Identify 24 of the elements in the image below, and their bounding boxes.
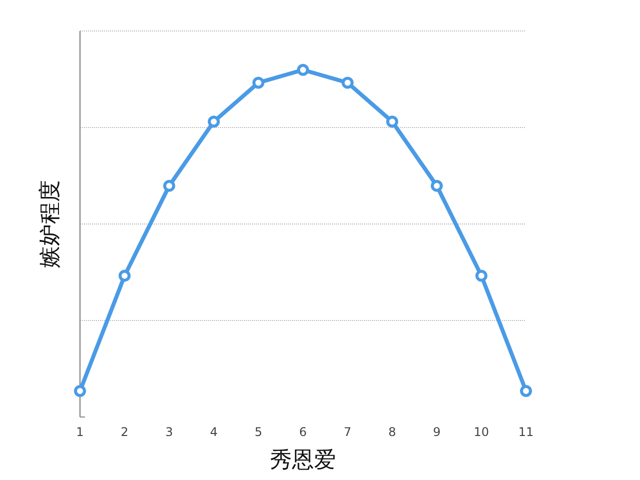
y-axis-title: 嫉妒程度 bbox=[38, 180, 63, 268]
x-tick-label: 4 bbox=[210, 425, 218, 439]
x-tick-label: 5 bbox=[254, 425, 262, 439]
point bbox=[520, 384, 532, 397]
x-tick-label: 6 bbox=[299, 425, 307, 439]
x-tick-label: 10 bbox=[474, 425, 490, 439]
point bbox=[118, 270, 131, 282]
point bbox=[74, 384, 86, 397]
x-tick-label: 11 bbox=[518, 425, 534, 439]
x-tick-label: 7 bbox=[344, 425, 352, 439]
point bbox=[430, 180, 443, 192]
point bbox=[475, 270, 488, 282]
point bbox=[252, 76, 264, 89]
x-axis-title: 秀恩爱 bbox=[270, 448, 336, 473]
point bbox=[297, 64, 309, 76]
x-tick-label: 8 bbox=[388, 425, 396, 439]
point bbox=[342, 76, 354, 89]
point bbox=[163, 180, 176, 192]
x-tick-label: 9 bbox=[432, 425, 441, 439]
x-tick-label: 2 bbox=[120, 425, 128, 439]
point bbox=[208, 116, 220, 128]
point bbox=[386, 116, 398, 128]
x-tick-label: 1 bbox=[76, 425, 84, 439]
x-tick-label: 3 bbox=[165, 425, 174, 439]
